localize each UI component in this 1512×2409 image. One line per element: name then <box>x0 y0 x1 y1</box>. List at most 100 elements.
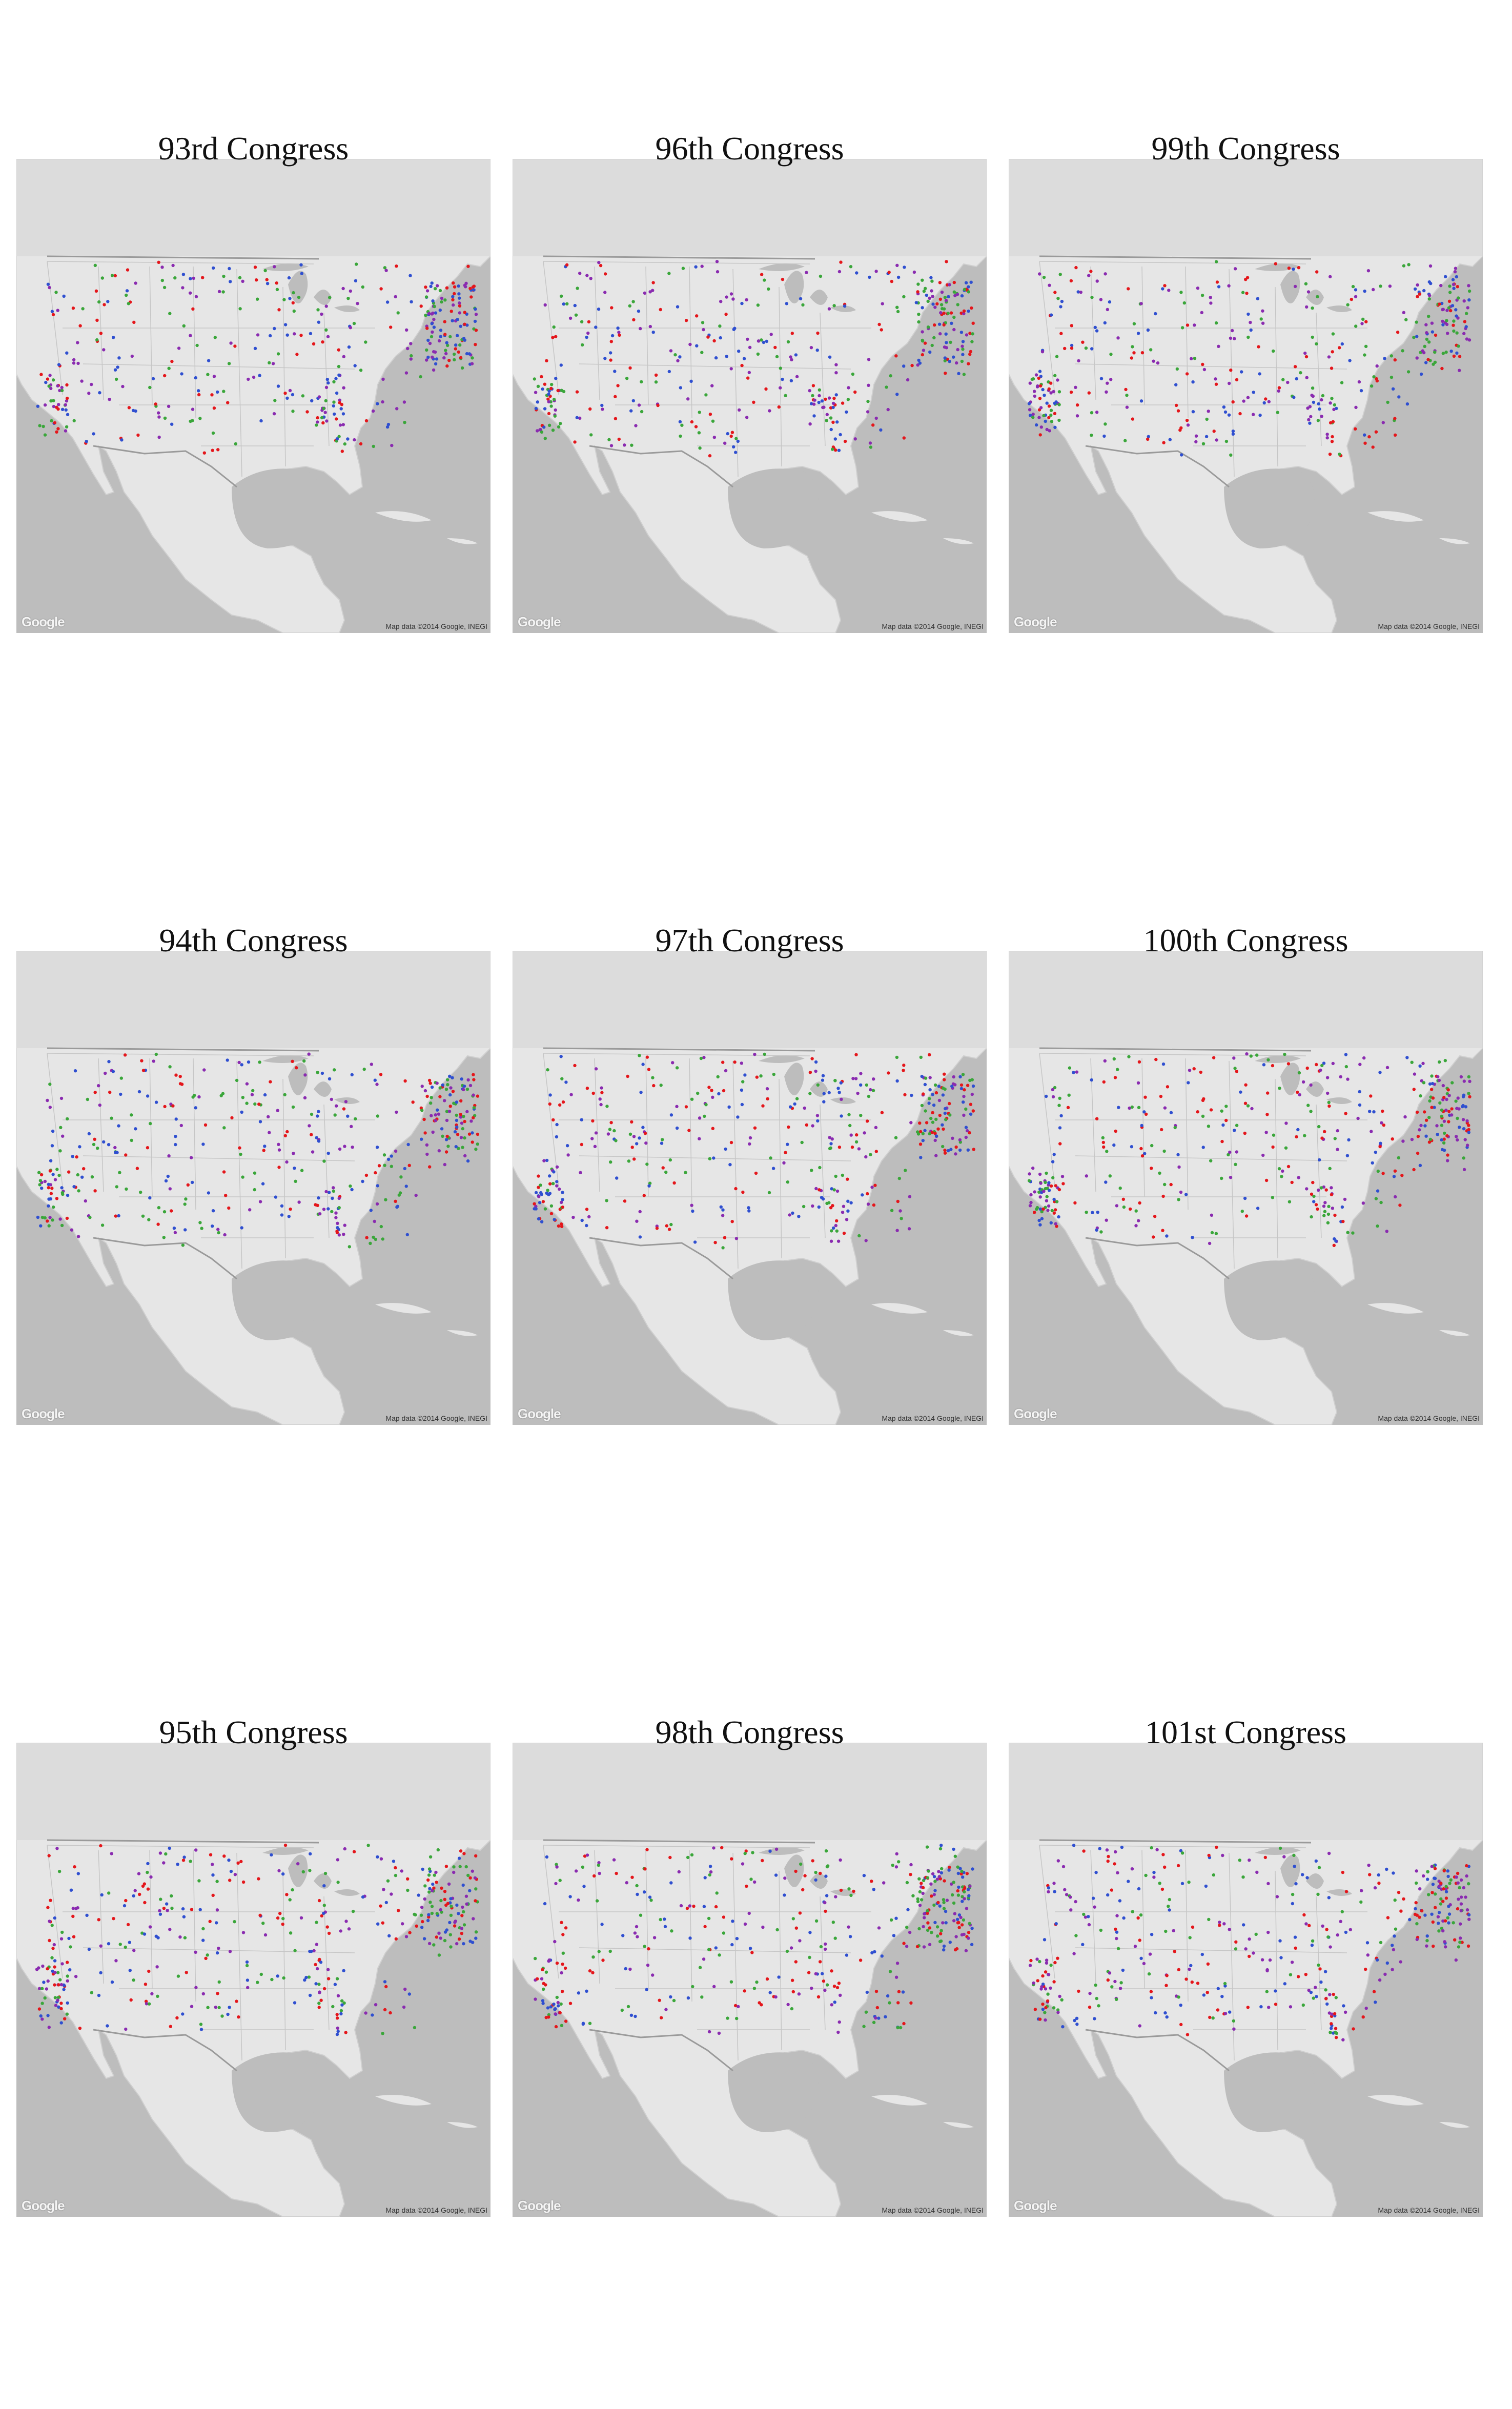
district-marker <box>949 311 953 315</box>
district-marker <box>548 1174 551 1178</box>
district-marker <box>742 357 746 360</box>
district-marker <box>1049 409 1053 412</box>
map-frame[interactable]: Google Map data ©2014 Google, INEGI <box>1009 951 1483 1425</box>
district-marker <box>1277 389 1280 393</box>
district-marker <box>128 1969 132 1972</box>
district-marker <box>467 1132 472 1136</box>
district-marker <box>1267 2006 1271 2009</box>
district-marker <box>933 1889 937 1892</box>
great-lakes <box>759 1847 856 1896</box>
district-marker <box>691 1985 694 1989</box>
district-marker <box>211 1893 215 1897</box>
district-marker <box>1057 1215 1060 1219</box>
district-marker <box>830 1969 833 1973</box>
district-marker <box>546 2006 550 2010</box>
district-marker <box>545 359 548 362</box>
district-marker <box>1223 2012 1228 2015</box>
district-marker <box>1233 1067 1237 1070</box>
district-marker <box>114 1959 118 1963</box>
map-frame[interactable]: Google Map data ©2014 Google, INEGI <box>513 159 987 633</box>
district-marker <box>99 1844 103 1848</box>
district-marker <box>1402 264 1406 268</box>
map-frame[interactable]: Google Map data ©2014 Google, INEGI <box>16 159 491 633</box>
district-marker <box>1060 299 1064 303</box>
district-marker <box>1053 412 1057 415</box>
district-marker <box>318 1212 322 1216</box>
map-frame[interactable]: Google Map data ©2014 Google, INEGI <box>16 951 491 1425</box>
district-marker <box>1442 1095 1446 1099</box>
canada-region <box>16 1743 491 1840</box>
map-frame[interactable]: Google Map data ©2014 Google, INEGI <box>513 951 987 1425</box>
district-marker <box>760 338 763 342</box>
district-marker <box>1054 400 1058 404</box>
district-marker <box>108 1090 112 1094</box>
district-marker <box>401 1922 404 1926</box>
district-marker <box>291 1059 294 1063</box>
district-marker <box>69 1888 73 1892</box>
district-marker <box>1138 2024 1141 2028</box>
gulf-of-mexico <box>728 1260 819 1340</box>
district-marker <box>1037 1218 1041 1222</box>
district-marker <box>307 1052 311 1056</box>
district-marker <box>253 1102 257 1106</box>
district-marker <box>49 1898 52 1902</box>
district-marker <box>157 411 160 415</box>
district-marker <box>1465 1144 1469 1147</box>
district-marker <box>714 1905 718 1909</box>
district-marker <box>654 373 658 377</box>
district-marker <box>774 1847 779 1851</box>
district-marker <box>1229 1176 1233 1179</box>
district-marker <box>1324 1997 1328 2000</box>
district-marker <box>970 340 974 343</box>
district-marker <box>170 359 174 363</box>
district-marker <box>1283 1052 1286 1056</box>
district-marker <box>927 1101 931 1105</box>
district-marker <box>1235 378 1239 382</box>
district-marker <box>1028 1964 1032 1967</box>
district-marker <box>1132 351 1136 355</box>
district-marker <box>704 1103 708 1107</box>
district-marker <box>226 401 230 404</box>
map-frame[interactable]: Google Map data ©2014 Google, INEGI <box>16 1743 491 2217</box>
district-marker <box>915 1945 920 1949</box>
district-marker <box>968 332 972 335</box>
district-marker <box>928 1132 931 1136</box>
district-marker <box>1252 413 1255 416</box>
district-marker <box>1323 1130 1326 1133</box>
district-marker <box>1421 349 1424 353</box>
district-marker <box>1462 1127 1466 1131</box>
district-marker <box>721 1246 725 1250</box>
district-marker <box>394 1937 398 1941</box>
map-frame[interactable]: Google Map data ©2014 Google, INEGI <box>1009 159 1483 633</box>
district-marker <box>440 296 444 300</box>
district-marker <box>1330 1193 1334 1196</box>
district-marker <box>176 1863 179 1866</box>
district-marker <box>1075 403 1079 407</box>
district-marker <box>707 1948 711 1951</box>
map-frame[interactable]: Google Map data ©2014 Google, INEGI <box>513 1743 987 2217</box>
map-frame[interactable]: Google Map data ©2014 Google, INEGI <box>1009 1743 1483 2217</box>
district-marker <box>1325 1928 1329 1931</box>
district-marker <box>894 1865 898 1869</box>
district-marker <box>944 298 948 302</box>
district-marker <box>1464 1105 1468 1109</box>
caribbean-islands <box>375 2095 478 2128</box>
district-marker <box>1344 1065 1348 1069</box>
district-marker <box>227 1206 231 1210</box>
caribbean-islands <box>375 511 478 544</box>
district-marker <box>1442 1869 1446 1873</box>
district-marker <box>445 341 448 344</box>
district-marker <box>420 1085 424 1088</box>
district-marker <box>1425 331 1428 335</box>
district-marker <box>339 1929 342 1933</box>
district-marker <box>549 1204 554 1208</box>
district-marker <box>923 1129 927 1132</box>
district-marker <box>66 1974 69 1978</box>
district-marker <box>1196 1110 1199 1114</box>
district-marker <box>467 352 471 356</box>
district-marker <box>1276 411 1279 414</box>
district-marker <box>817 400 821 404</box>
district-marker <box>1320 1064 1324 1068</box>
district-marker <box>1047 380 1050 384</box>
district-marker <box>222 1854 226 1858</box>
